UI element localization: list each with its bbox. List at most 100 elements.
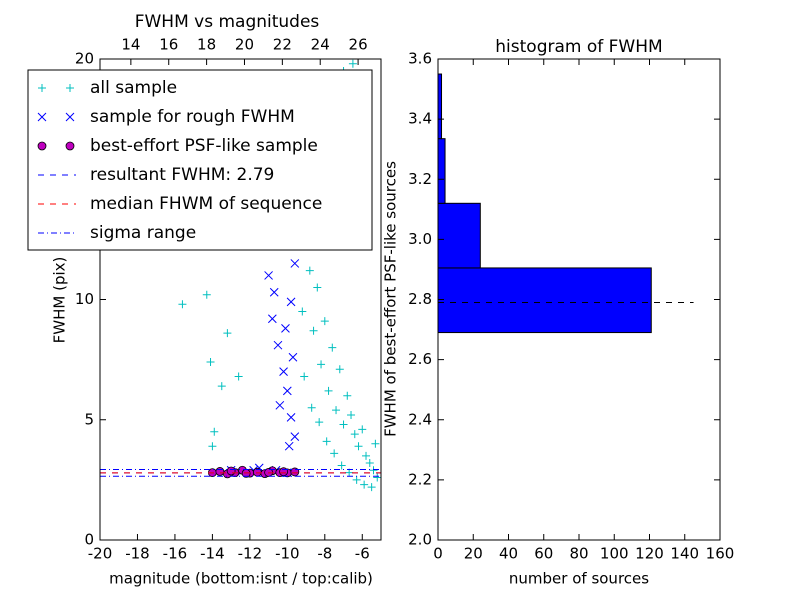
point (298, 307, 307, 316)
point (273, 340, 283, 350)
x2-tick-label: 26 (349, 36, 368, 54)
point (264, 271, 273, 280)
point (347, 410, 356, 419)
legend-marker (37, 141, 47, 151)
x-tick-label: 20 (464, 545, 483, 563)
y-tick-label: 2.0 (408, 531, 432, 549)
legend-label: resultant FWHM: 2.79 (90, 165, 274, 185)
x-tick-label: 100 (600, 545, 629, 563)
x-tick-label: 140 (670, 545, 699, 563)
y-tick-label: 2.2 (408, 470, 432, 488)
x-axis-label: number of sources (509, 570, 649, 588)
point (217, 382, 226, 391)
point (300, 372, 309, 381)
point (178, 300, 187, 309)
x-tick-label: -20 (88, 545, 113, 563)
point (282, 386, 292, 396)
point (367, 483, 376, 492)
point (210, 427, 219, 436)
x-tick-label: -18 (125, 545, 150, 563)
x2-tick-label: 20 (235, 36, 254, 54)
x-axis-label: magnitude (bottom:isnt / top:calib) (109, 570, 373, 588)
point (335, 365, 344, 374)
point (315, 418, 324, 427)
point (332, 406, 341, 415)
point (281, 324, 290, 333)
point (279, 367, 288, 377)
chart-title: FWHM vs magnitudes (135, 12, 320, 32)
point (275, 400, 285, 410)
y-tick-label: 2.8 (408, 290, 432, 308)
point (322, 437, 331, 446)
point (269, 287, 279, 297)
chart-title: histogram of FWHM (495, 37, 662, 57)
point (362, 451, 371, 460)
y-tick-label: 2.6 (408, 350, 432, 368)
y-tick-label: 5 (84, 410, 94, 428)
point (206, 358, 215, 367)
point (320, 317, 329, 326)
legend-label: all sample (90, 78, 177, 98)
y-tick-label: 3.4 (408, 110, 432, 128)
point (371, 439, 380, 448)
bar (437, 73, 443, 140)
x-tick-label: -6 (355, 545, 370, 563)
point (373, 473, 381, 482)
x-tick-label: -16 (163, 545, 188, 563)
bar (437, 267, 652, 334)
y-tick-label: 10 (75, 290, 94, 308)
legend-marker (65, 112, 75, 122)
x-tick-label: 60 (534, 545, 553, 563)
point (348, 59, 357, 68)
point (202, 290, 211, 299)
y-axis-label: FWHM of best-effort PSF-like sources (382, 161, 400, 437)
legend-marker (65, 141, 75, 151)
point (226, 466, 236, 476)
x2-tick-label: 24 (311, 36, 330, 54)
plot-area (100, 59, 381, 492)
legend-label: sigma range (90, 223, 196, 243)
y-tick-label: 20 (75, 50, 94, 68)
y-axis-label: FWHM (pix) (51, 257, 69, 344)
legend: all sample sample for rough FWHM best-effo… (27, 69, 373, 251)
legend-box (27, 69, 373, 251)
point (309, 326, 318, 335)
legend-marker (38, 84, 46, 92)
point (354, 442, 363, 451)
x2-tick-label: 14 (121, 36, 140, 54)
x-tick-label: -12 (238, 545, 263, 563)
point (234, 372, 243, 381)
point (365, 459, 374, 468)
x-tick-label: 120 (635, 545, 664, 563)
point (208, 442, 217, 451)
x-tick-label: 0 (433, 545, 443, 563)
point (305, 266, 314, 275)
point (328, 343, 337, 352)
point (215, 467, 225, 476)
point (313, 283, 322, 292)
point (352, 475, 361, 484)
point (286, 412, 296, 422)
point (339, 420, 348, 429)
point (337, 461, 346, 470)
legend-marker (66, 84, 74, 92)
legend-marker (37, 112, 47, 122)
legend-label: best-effort PSF-like sample (90, 136, 318, 156)
point (286, 297, 296, 307)
point (267, 314, 277, 324)
point (369, 466, 378, 475)
point (360, 480, 369, 489)
x-tick-label: -10 (275, 545, 300, 563)
x2-tick-label: 16 (159, 36, 178, 54)
x-tick-label: 160 (706, 545, 735, 563)
y-tick-label: 3.0 (408, 230, 432, 248)
y-tick-label: 2.4 (408, 410, 432, 428)
point (279, 467, 288, 477)
y-tick-label: 0 (84, 531, 94, 549)
point (350, 430, 359, 439)
point (343, 391, 352, 400)
point (223, 329, 232, 338)
legend-label: sample for rough FWHM (90, 107, 295, 127)
bar (437, 202, 481, 269)
